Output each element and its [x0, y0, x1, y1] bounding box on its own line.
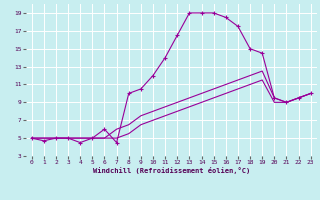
X-axis label: Windchill (Refroidissement éolien,°C): Windchill (Refroidissement éolien,°C) — [92, 167, 250, 174]
